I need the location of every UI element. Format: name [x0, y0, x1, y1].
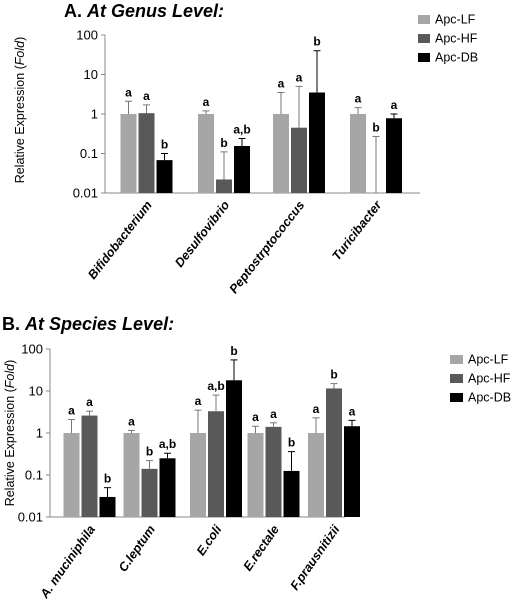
panel-b-y-tick-label: 1 [36, 426, 43, 441]
panel-b-bar [63, 433, 80, 517]
panel-b-category-label: E.rectale [241, 523, 282, 574]
panel-b-species-chart: B. At Species Level: Relative Expression… [2, 314, 511, 602]
panel-a-bar [350, 114, 366, 193]
panel-b-bar [265, 426, 282, 517]
panel-b-y-tick-label: 100 [21, 342, 43, 357]
panel-a-significance-label: b [372, 120, 379, 134]
panel-a-bar [216, 179, 232, 193]
panel-b-bar [326, 388, 342, 517]
panel-a-legend-swatch [418, 34, 430, 43]
panel-b-significance-label: a [195, 394, 202, 408]
panel-b-significance-label: a [68, 403, 75, 417]
panel-a-bar [138, 113, 155, 193]
panel-b-y-axis-label: Relative Expression (Fold) [3, 360, 17, 507]
panel-a-legend-swatch [418, 53, 430, 62]
panel-a-significance-label: b [161, 138, 168, 152]
panel-a-bar [386, 118, 402, 193]
panel-b-category-label: E.coli [194, 522, 225, 558]
panel-a-significance-label: b [313, 35, 320, 49]
panel-b-bar [344, 426, 360, 517]
panel-b-significance-label: b [330, 368, 337, 382]
panel-b-y-tick-label: 0.01 [18, 510, 43, 525]
panel-b-bar [141, 468, 158, 517]
panel-a-significance-label: a [143, 89, 150, 103]
panel-b-legend-label: Apc-HF [468, 372, 511, 386]
panel-a-bar [234, 145, 250, 193]
panel-b-significance-label: a [349, 404, 356, 418]
panel-b-bar [247, 433, 264, 517]
panel-a-legend-label: Apc-HF [435, 32, 478, 46]
panel-a-legend-swatch [418, 15, 430, 24]
panel-b-bar [159, 458, 176, 517]
panel-b-significance-label: a [252, 410, 259, 424]
panel-b-bar [283, 470, 300, 517]
panel-b-significance-label: a,b [207, 379, 224, 393]
panel-b-y-tick-label: 10 [29, 384, 43, 399]
panel-b-y-tick-label: 0.1 [25, 468, 43, 483]
panel-a-y-tick-label: 0.01 [73, 186, 98, 201]
panel-b-significance-label: b [146, 445, 153, 459]
panel-a-significance-label: a [296, 70, 303, 84]
panel-a-y-tick-label: 10 [84, 67, 98, 82]
panel-a-significance-label: a [355, 92, 362, 106]
panel-b-bar [308, 433, 324, 517]
panel-a-y-tick-label: 0.1 [80, 146, 98, 161]
panel-a-bar [309, 92, 325, 193]
panel-b-significance-label: a [313, 402, 320, 416]
panel-a-bar [291, 127, 307, 193]
panel-a-category-label: Turicibacter [329, 197, 385, 263]
panel-b-significance-label: a [86, 395, 93, 409]
panel-b-legend-label: Apc-LF [468, 353, 509, 367]
panel-a-title: A. At Genus Level: [64, 1, 224, 21]
panel-b-significance-label: a [128, 414, 135, 428]
panel-a-bar [273, 114, 289, 193]
panel-a-significance-label: a [278, 77, 285, 91]
panel-a-significance-label: a [203, 95, 210, 109]
panel-a-genus-chart: A. At Genus Level: Relative Expression (… [13, 1, 478, 296]
panel-b-legend-swatch [450, 374, 463, 383]
panel-a-y-axis-label: Relative Expression (Fold) [13, 37, 27, 184]
panel-b-legend-swatch [450, 393, 463, 402]
panel-a-category-label: Desulfovibrio [172, 198, 232, 270]
panel-b-significance-label: b [104, 472, 111, 486]
panel-a-significance-label: a [125, 85, 132, 99]
panel-b-legend-label: Apc-DB [468, 391, 511, 405]
panel-a-y-tick-label: 100 [76, 28, 98, 43]
panel-b-bar [81, 415, 98, 517]
panel-b-bar [208, 411, 224, 517]
panel-b-category-label: C.leptum [116, 523, 158, 575]
panel-a-category-label: Bifidobacterium [85, 198, 155, 282]
panel-a-bar [198, 114, 214, 193]
panel-a-category-label: Peptostrptococcus [227, 198, 308, 296]
panel-b-significance-label: a [270, 407, 277, 421]
panel-b-category-label: F.prausnitizii [288, 522, 343, 592]
panel-b-significance-label: b [230, 344, 237, 358]
panel-b-category-label: A. muciniphila [37, 523, 98, 602]
panel-b-bar [226, 380, 242, 517]
panel-a-legend-label: Apc-DB [435, 51, 478, 65]
panel-b-bar [190, 433, 206, 517]
panel-b-significance-label: b [288, 436, 295, 450]
panel-a-significance-label: a [391, 98, 398, 112]
panel-a-y-tick-label: 1 [91, 107, 98, 122]
panel-b-legend-swatch [450, 355, 463, 364]
panel-a-significance-label: a,b [233, 122, 250, 136]
panel-a-legend-label: Apc-LF [435, 13, 476, 27]
panel-b-significance-label: a,b [159, 437, 176, 451]
panel-a-significance-label: b [220, 136, 227, 150]
panel-b-title: B. At Species Level: [2, 314, 174, 334]
panel-a-bar [120, 114, 137, 193]
panel-b-bar [99, 496, 116, 517]
panel-b-bar [123, 433, 140, 517]
panel-a-bar [156, 160, 173, 193]
